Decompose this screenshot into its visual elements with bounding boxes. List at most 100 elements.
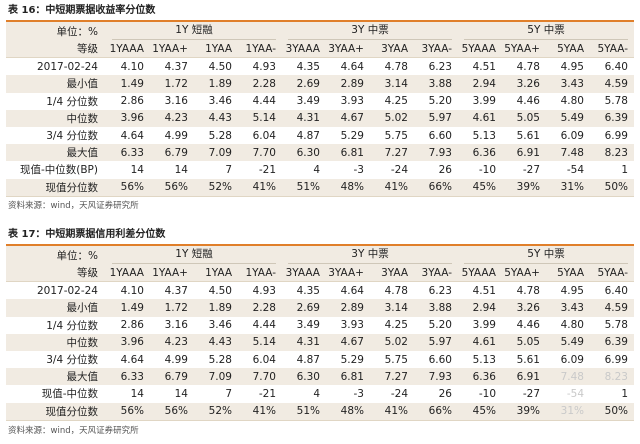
table-cell: 7.09	[194, 368, 238, 386]
table-cell: 4.43	[194, 109, 238, 127]
table-cell: 1	[621, 387, 628, 400]
table-cell: 6.09	[560, 353, 584, 366]
table-row: 3/4 分位数 4.64 4.99 5.28 6.04 4.87 5.29 5.75 6.60 5…	[6, 127, 634, 144]
table-cell: 6.99	[604, 353, 628, 366]
table-cell: 4.35	[296, 284, 320, 297]
column-header: 1YAA-	[238, 40, 282, 59]
table-row: 现值-中位数 14 14 7 -21 4 -3 -24 26 -10 -27 -54 1	[6, 385, 634, 402]
column-header: 3YAA+	[326, 40, 370, 59]
table-cell: 41%	[370, 402, 414, 421]
table-cell: 2.94	[458, 75, 502, 93]
table-cell: 1.89	[194, 299, 238, 317]
column-header: 1YAA+	[150, 264, 194, 283]
table-cell: 6.04	[252, 129, 276, 142]
table-cell: 7.27	[370, 368, 414, 386]
table-cell: -27	[522, 387, 540, 400]
table-16-top-rule	[6, 20, 634, 22]
table-cell: 5.28	[208, 353, 232, 366]
table-17-source: 资料来源：wind，天风证券研究所	[8, 426, 139, 436]
row-label: 现值分位数	[6, 178, 106, 197]
table-cell: 5.97	[414, 109, 458, 127]
row-label: 现值-中位数(BP)	[19, 164, 98, 177]
table-cell: 39%	[502, 402, 546, 421]
table-cell: 14	[174, 387, 188, 400]
column-header: 1YAA+	[150, 40, 194, 59]
table-cell: 7.27	[370, 144, 414, 162]
group-header-row: 单位：% 1Y 短融 3Y 中票 5Y 中票	[6, 22, 634, 40]
table-cell: 51%	[282, 178, 326, 197]
table-cell: 4.95	[560, 284, 584, 297]
table-cell: 3.43	[546, 299, 590, 317]
table-cell: 4.61	[458, 109, 502, 127]
table-cell: 3.14	[370, 75, 414, 93]
table-row: 中位数 3.96 4.23 4.43 5.14 4.31 4.67 5.02 5.97 4.61 5…	[6, 109, 634, 127]
table-row: 现值分位数 56% 56% 52% 41% 51% 48% 41% 66% 45% 39% 31% 50…	[6, 178, 634, 197]
table-cell: 41%	[238, 178, 282, 197]
table-cell: -24	[390, 387, 408, 400]
table-cell: 6.99	[604, 129, 628, 142]
table-cell: 31%	[546, 402, 590, 421]
column-header: 1YAAA	[106, 40, 150, 59]
table-cell: 2.89	[326, 75, 370, 93]
table-cell: 4.61	[458, 333, 502, 351]
group-header: 1Y 短融	[106, 22, 282, 40]
table-row: 2017-02-24 4.10 4.37 4.50 4.93 4.35 4.64 4.78 6.…	[6, 58, 634, 76]
table-cell: 3.93	[340, 319, 364, 332]
table-cell: 6.79	[150, 368, 194, 386]
unit-label: 单位：%	[6, 22, 106, 40]
table-cell: 2.69	[282, 299, 326, 317]
table-cell: 6.33	[106, 144, 150, 162]
table-cell: 5.61	[516, 353, 540, 366]
table-cell: 26	[438, 387, 452, 400]
row-label: 现值分位数	[6, 402, 106, 421]
table-cell: -21	[258, 387, 276, 400]
table-cell: 39%	[502, 178, 546, 197]
table-cell: 4	[313, 163, 320, 176]
table-cell: 6.30	[282, 368, 326, 386]
group-header: 5Y 中票	[458, 246, 634, 264]
table-cell: 6.36	[458, 144, 502, 162]
table-cell: 7	[225, 163, 232, 176]
table-cell: 6.39	[590, 109, 634, 127]
table-cell: 3.16	[164, 95, 188, 108]
group-header-label: 1Y 短融	[112, 22, 276, 40]
table-cell: 5.28	[208, 129, 232, 142]
table-cell: 5.49	[546, 109, 590, 127]
table-cell: 1.89	[194, 75, 238, 93]
table-cell: 5.78	[604, 319, 628, 332]
table-cell: 4.25	[384, 319, 408, 332]
table-17-title: 表 17：中短期票据信用利差分位数	[8, 229, 166, 240]
table-cell: 4.99	[164, 129, 188, 142]
table-cell: 3.88	[414, 75, 458, 93]
grade-label: 等级	[6, 264, 106, 283]
group-header: 3Y 中票	[282, 246, 458, 264]
table-cell: 52%	[194, 402, 238, 421]
column-header: 3YAA	[370, 40, 414, 59]
table-cell: 4.46	[516, 95, 540, 108]
table-cell: 6.30	[282, 144, 326, 162]
table-cell: 1	[621, 163, 628, 176]
table-cell: 45%	[458, 178, 502, 197]
table-cell: 4.44	[252, 319, 276, 332]
table-cell: 6.91	[502, 368, 546, 386]
row-label: 最大值	[6, 144, 106, 162]
table-cell: 5.75	[384, 353, 408, 366]
table-cell: 4.78	[384, 284, 408, 297]
column-header: 1YAA	[194, 264, 238, 283]
table-cell: 5.02	[370, 109, 414, 127]
column-header: 1YAA	[194, 40, 238, 59]
table-cell: 6.81	[326, 144, 370, 162]
table-row: 中位数 3.96 4.23 4.43 5.14 4.31 4.67 5.02 5.97 4.61 5…	[6, 333, 634, 351]
table-cell: 4.31	[282, 109, 326, 127]
table-cell: 4.64	[120, 129, 144, 142]
table-cell: 7.48	[546, 368, 590, 386]
table-cell: 66%	[414, 402, 458, 421]
table-cell: 4.10	[120, 284, 144, 297]
table-cell: 4.67	[326, 333, 370, 351]
table-cell: 7.09	[194, 144, 238, 162]
table-cell: 3.99	[472, 319, 496, 332]
table-cell: 7.48	[546, 144, 590, 162]
table-cell: 3.26	[502, 75, 546, 93]
table-cell: -54	[566, 163, 584, 176]
table-cell: 6.23	[428, 284, 452, 297]
